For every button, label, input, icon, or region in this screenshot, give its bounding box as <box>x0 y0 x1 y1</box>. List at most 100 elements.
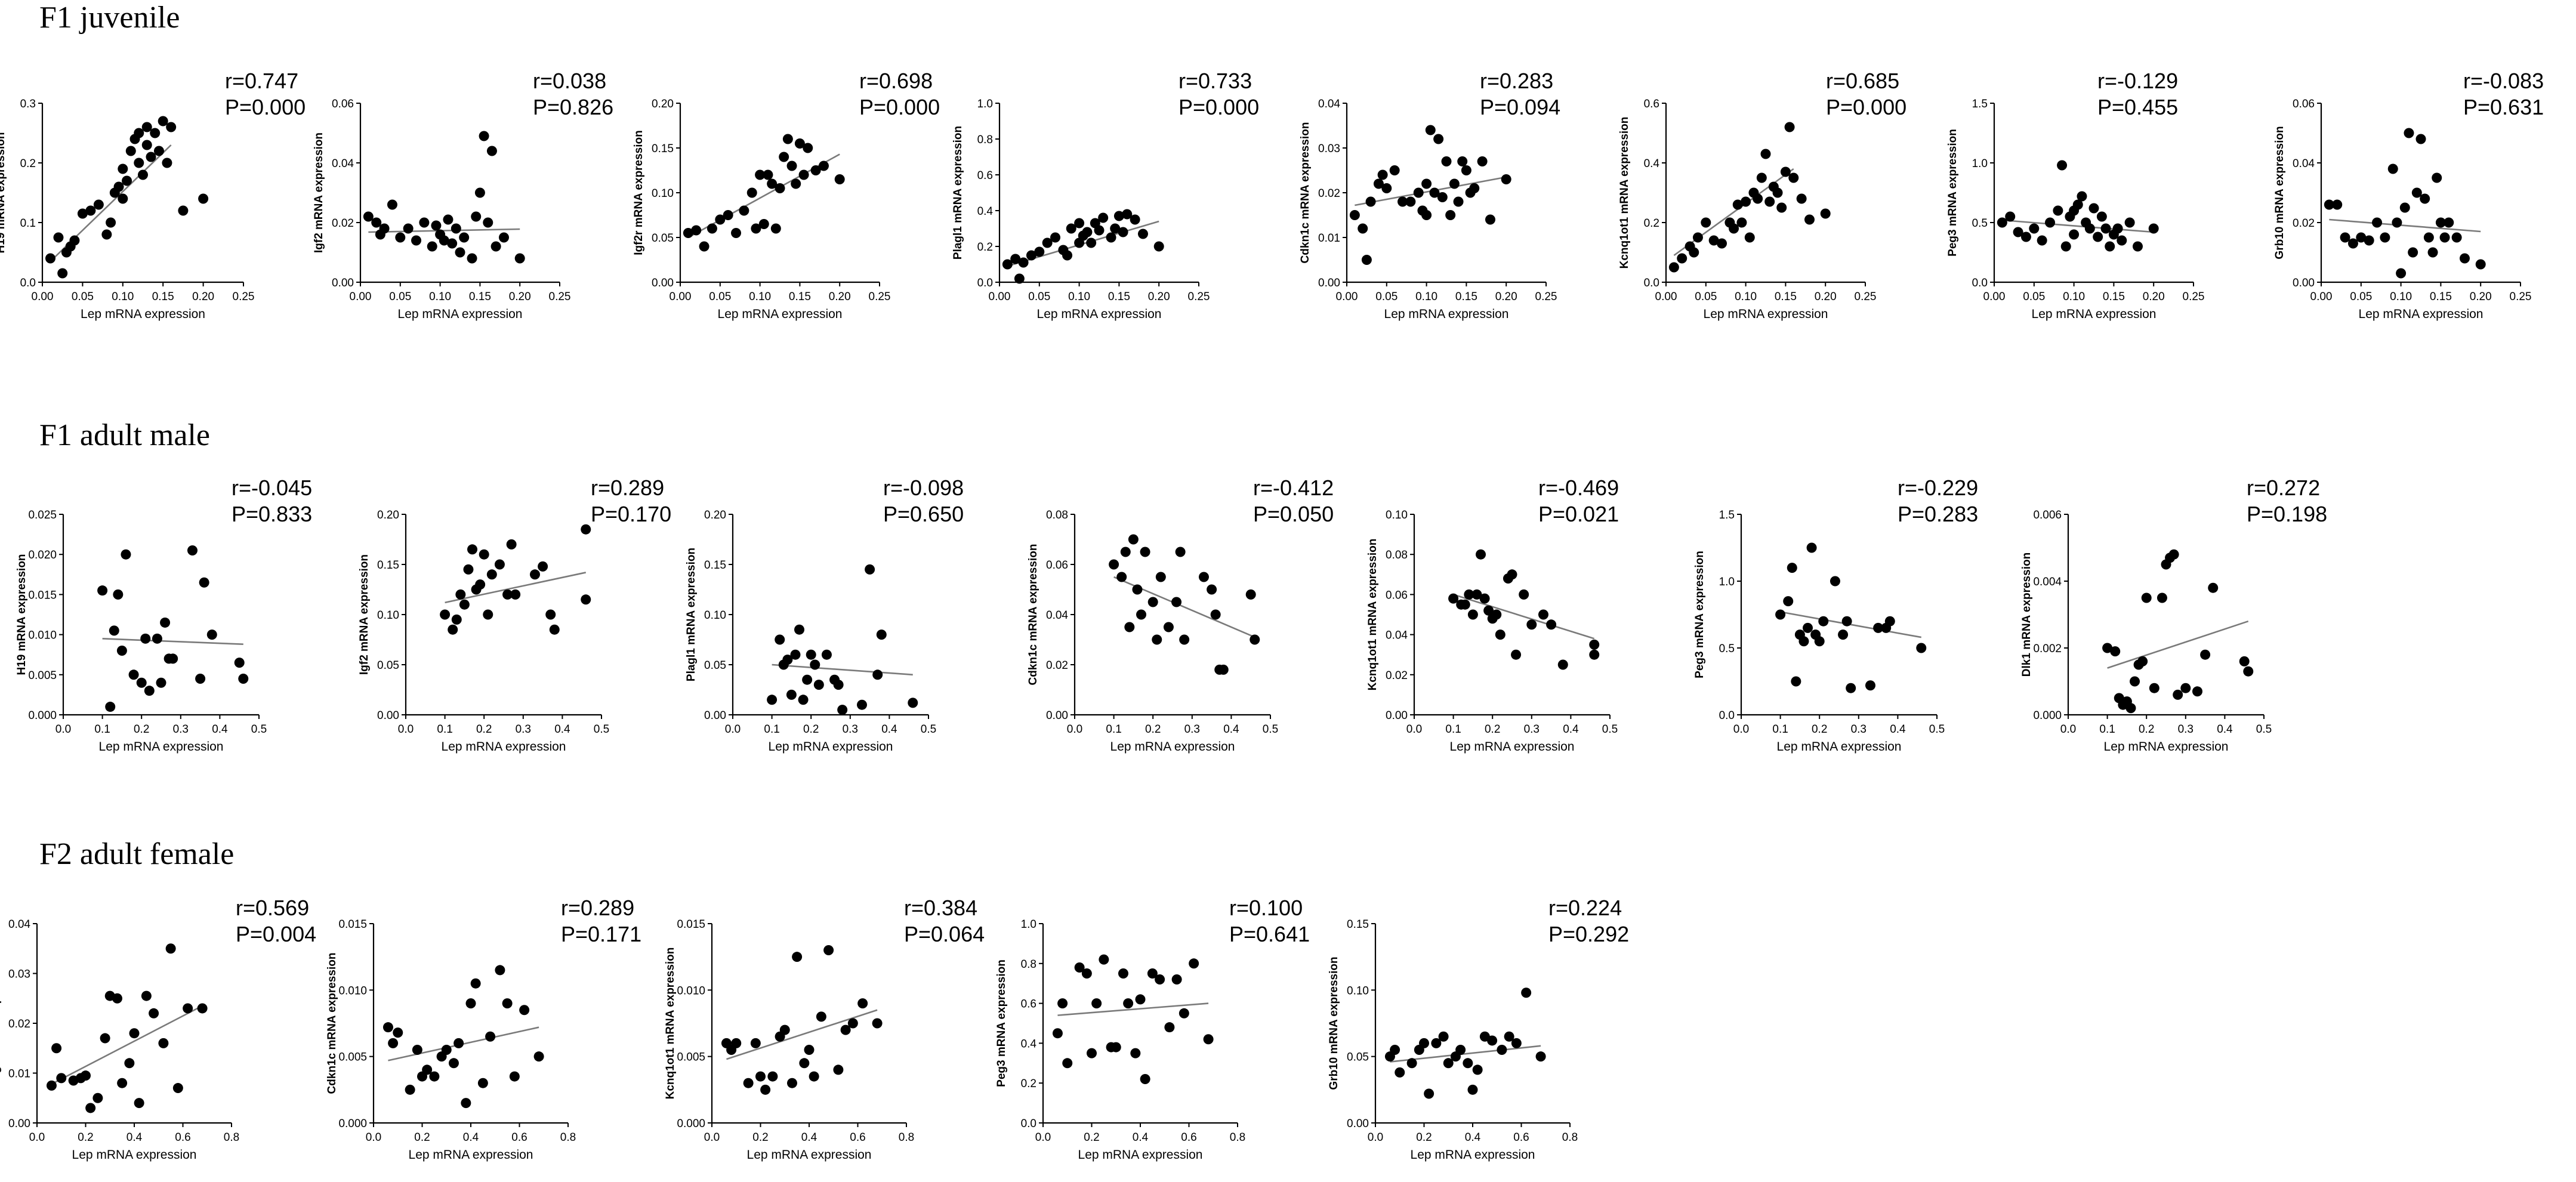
y-tick-label: 0.02 <box>2293 217 2315 230</box>
regression-line <box>1390 1045 1541 1063</box>
data-point <box>1128 534 1139 545</box>
data-point <box>2069 229 2080 240</box>
y-axis-title: H19 mRNA expression <box>16 554 28 675</box>
data-point <box>1074 962 1085 973</box>
data-point <box>2110 646 2121 657</box>
data-point <box>847 1018 858 1029</box>
y-tick-label: 0.00 <box>1386 709 1408 722</box>
data-point <box>750 1038 761 1048</box>
data-point <box>1791 676 1801 687</box>
data-point <box>1841 616 1852 627</box>
data-point <box>136 677 147 688</box>
data-point <box>691 225 702 236</box>
data-point <box>429 1071 440 1082</box>
data-point <box>1873 622 1884 633</box>
stat-r: r=-0.129 <box>2097 69 2178 93</box>
data-point <box>1123 998 1134 1009</box>
data-point <box>2045 217 2056 228</box>
scatter-panel: 0.0 0.1 0.2 0.3 0.4 0.5 0.000 0.005 0.010 0.015 0.… <box>16 476 312 754</box>
data-point <box>467 253 477 264</box>
data-point <box>2149 683 2159 693</box>
scatter-panel: 0.00 0.05 0.10 0.15 0.20 0.25 0.00 0.02 0.04 0.06… <box>313 69 613 321</box>
data-point <box>514 253 525 264</box>
y-tick-label: 1.0 <box>1719 576 1735 588</box>
data-point <box>1122 209 1133 220</box>
y-tick-label: 0.05 <box>704 659 726 672</box>
scatter-panel: 0.0 0.1 0.2 0.3 0.4 0.5 0.0 0.5 1.0 1.5 Lep mRNA e… <box>1693 476 1978 754</box>
stat-r: r=-0.412 <box>1253 476 1334 500</box>
data-point <box>101 229 112 240</box>
data-point <box>2340 232 2350 243</box>
scatter-panel: 0.0 0.1 0.2 0.3 0.4 0.5 0.00 0.02 0.04 0.06 0.08 0.… <box>1366 476 1619 754</box>
stat-p: P=0.000 <box>1179 95 1259 119</box>
data-point <box>1507 569 1517 580</box>
data-point <box>1094 225 1105 236</box>
data-point <box>199 577 209 588</box>
data-point <box>1453 196 1464 207</box>
data-point <box>1438 1031 1449 1042</box>
stat-r: r=0.698 <box>859 69 933 93</box>
data-point <box>1010 254 1021 264</box>
data-point <box>483 609 493 620</box>
data-point <box>1130 214 1140 225</box>
data-point <box>1557 659 1568 670</box>
data-point <box>715 214 726 225</box>
data-point <box>809 1071 819 1082</box>
x-tick-label: 0.15 <box>2430 291 2452 303</box>
stat-p: P=0.455 <box>2097 95 2178 119</box>
stat-p: P=0.198 <box>2247 502 2327 526</box>
data-point <box>1736 217 1747 228</box>
y-tick-label: 0.20 <box>377 509 399 521</box>
data-point <box>2141 592 2152 603</box>
data-point <box>141 140 152 150</box>
x-tick-label: 0.4 <box>463 1131 479 1144</box>
x-tick-label: 0.10 <box>749 291 771 303</box>
y-tick-label: 0.000 <box>677 1118 705 1130</box>
data-point <box>506 539 517 550</box>
data-point <box>463 564 474 575</box>
data-point <box>1464 589 1474 600</box>
data-point <box>178 205 189 216</box>
x-tick-label: 0.0 <box>366 1131 381 1144</box>
x-tick-label: 0.4 <box>801 1131 817 1144</box>
data-point <box>1081 968 1092 979</box>
y-tick-label: 0.00 <box>704 709 726 722</box>
data-point <box>837 705 848 715</box>
x-tick-label: 0.20 <box>829 291 851 303</box>
stat-p: P=0.631 <box>2463 95 2544 119</box>
stat-r: r=-0.045 <box>232 476 312 500</box>
stat-p: P=0.050 <box>1253 502 1334 526</box>
data-point <box>2124 217 2135 228</box>
data-point <box>1806 542 1817 553</box>
data-point <box>1476 549 1486 560</box>
data-point <box>1448 593 1459 604</box>
x-tick-label: 0.5 <box>1263 723 1278 736</box>
y-axis-title: Grb10 mRNA expression <box>2273 126 2286 259</box>
data-point <box>455 589 466 600</box>
y-tick-label: 0.020 <box>28 549 57 561</box>
data-point <box>1198 572 1209 582</box>
y-tick-label: 0.2 <box>20 158 36 170</box>
data-point <box>1086 237 1097 248</box>
data-point <box>85 205 96 216</box>
data-point <box>146 152 156 162</box>
data-point <box>388 1038 399 1048</box>
data-point <box>767 695 778 705</box>
data-point <box>149 1008 159 1019</box>
data-point <box>803 143 813 153</box>
data-point <box>786 1078 797 1088</box>
data-point <box>125 146 136 156</box>
x-tick-label: 0.0 <box>398 723 414 736</box>
y-tick-label: 0.000 <box>28 709 57 722</box>
data-point <box>1118 227 1128 237</box>
y-tick-label: 0.03 <box>8 968 30 981</box>
data-point <box>1477 156 1488 166</box>
data-point <box>2243 666 2254 677</box>
data-point <box>100 1033 110 1044</box>
data-point <box>1424 1088 1434 1099</box>
data-point <box>755 169 766 180</box>
data-point <box>2380 232 2390 243</box>
data-point <box>451 614 462 625</box>
data-point <box>1373 178 1384 189</box>
y-tick-label: 0.2 <box>1644 217 1659 230</box>
